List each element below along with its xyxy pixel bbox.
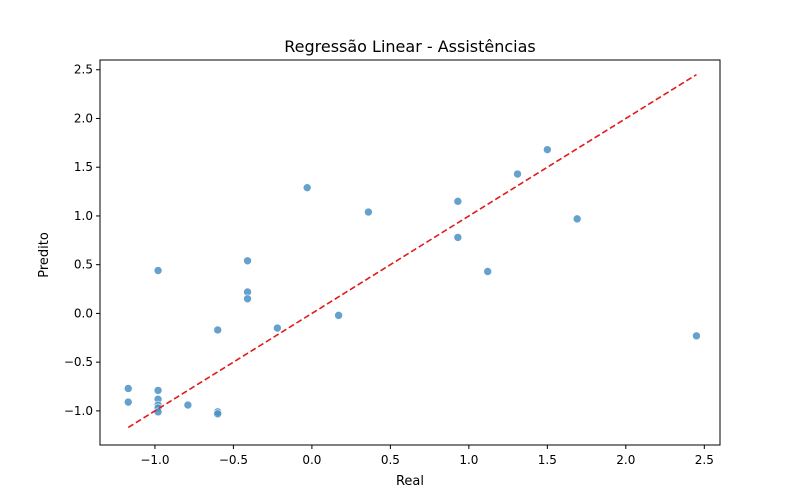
data-point: [123, 397, 133, 407]
chart-title: Regressão Linear - Assistências: [284, 37, 536, 56]
plot-area: −1.0 −0.5 0.0 0.5 1.0 1.5 2.0 2.5 −1.0 −0.5 0.0 0.5…: [64, 59, 721, 467]
y-tick-label: −1.0: [64, 404, 93, 418]
y-tick-label: 0.0: [74, 306, 93, 320]
data-point: [334, 311, 343, 320]
y-tick-label: 1.0: [74, 209, 93, 223]
y-tick-label: 2.5: [74, 63, 93, 77]
data-point: [453, 233, 463, 242]
data-point: [243, 256, 252, 266]
data-point: [213, 325, 223, 335]
data-point: [153, 407, 163, 417]
x-tick-label: 0.5: [381, 453, 400, 467]
data-point: [123, 384, 133, 393]
data-point: [692, 331, 701, 341]
x-axis-label: Real: [396, 474, 424, 489]
data-point: [153, 386, 163, 395]
data-point: [483, 267, 492, 276]
y-tick-label: −0.5: [64, 355, 93, 369]
x-tick-label: 2.5: [695, 453, 714, 467]
y-tick-label: 0.5: [74, 258, 93, 272]
data-point: [513, 169, 522, 179]
y-axis-label: Predito: [37, 232, 52, 278]
data-point: [453, 197, 463, 206]
data-point: [213, 409, 223, 419]
x-tick-label: 1.5: [538, 453, 557, 467]
y-tick-label: 2.0: [74, 111, 93, 125]
y-tick-label: 1.5: [74, 160, 93, 174]
data-point: [572, 214, 582, 224]
x-tick-label: 2.0: [616, 453, 635, 467]
data-point: [543, 145, 552, 154]
data-point: [302, 183, 312, 192]
axes-frame: [99, 59, 721, 446]
x-tick-label: −0.5: [219, 453, 248, 467]
data-point: [153, 266, 163, 275]
data-point: [273, 323, 282, 333]
x-tick-label: −1.0: [140, 453, 169, 467]
data-point: [243, 294, 252, 304]
reference-line: [127, 73, 697, 429]
data-point: [364, 207, 373, 217]
data-point: [183, 400, 193, 410]
x-tick-label: 1.0: [459, 453, 478, 467]
x-tick-label: 0.0: [302, 453, 321, 467]
